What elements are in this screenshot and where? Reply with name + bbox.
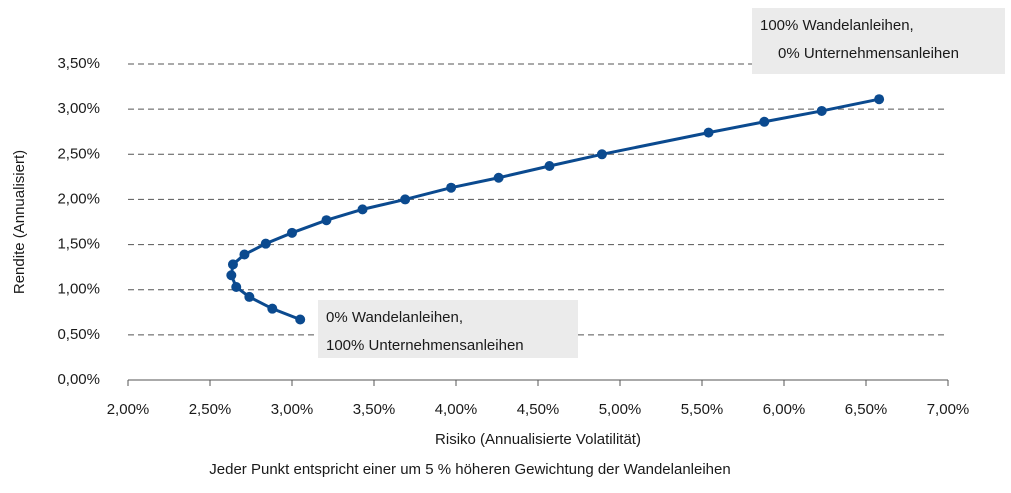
y-tick-label: 3,50% [57,55,100,72]
y-tick-label: 1,50% [57,236,100,253]
x-tick-label: 5,00% [599,401,642,418]
point [759,116,770,127]
x-axis-label: Risiko (Annualisierte Volatilität) [435,431,641,448]
x-tick-label: 2,00% [107,401,150,418]
point [260,238,271,249]
point [321,215,332,226]
y-tick-label: 0,50% [57,326,100,343]
point [400,194,411,205]
y-tick-label: 0,00% [57,371,100,388]
x-tick-label: 4,50% [517,401,560,418]
x-tick-label: 2,50% [189,401,232,418]
y-tick-label: 3,00% [57,100,100,117]
x-tick-label: 6,50% [845,401,888,418]
annotation-text: 0% Wandelanleihen, [326,309,463,326]
y-tick-label: 2,50% [57,145,100,162]
x-tick-label: 6,00% [763,401,806,418]
y-tick-label: 1,00% [57,281,100,298]
point [226,270,237,281]
point [544,161,555,172]
point [227,259,238,270]
point [295,314,306,325]
x-tick-label: 5,50% [681,401,724,418]
x-tick-label: 4,00% [435,401,478,418]
caption: Jeder Punkt entspricht einer um 5 % höhe… [209,461,730,478]
point [357,204,368,215]
point [231,282,242,293]
point [267,303,278,314]
annotation-text: 0% Unternehmensanleihen [778,45,959,62]
line [229,97,880,321]
x-tick-label: 3,00% [271,401,314,418]
point [703,127,714,138]
point [287,227,297,238]
point [874,94,885,105]
point [244,291,255,302]
point [446,182,457,193]
point [816,105,827,116]
annotation-text: 100% Wandelanleihen, [760,17,914,34]
x-tick-label: 7,00% [927,401,970,418]
annotation-text: 100% Unternehmensanleihen [326,337,524,354]
y-axis-label: Rendite (Annualisiert) [11,150,28,294]
point [493,172,504,183]
annotation-box [318,300,578,358]
point [239,249,250,260]
annotation-box [752,8,1005,74]
x-tick-label: 3,50% [353,401,396,418]
point [596,149,607,160]
y-tick-label: 2,00% [57,190,100,207]
